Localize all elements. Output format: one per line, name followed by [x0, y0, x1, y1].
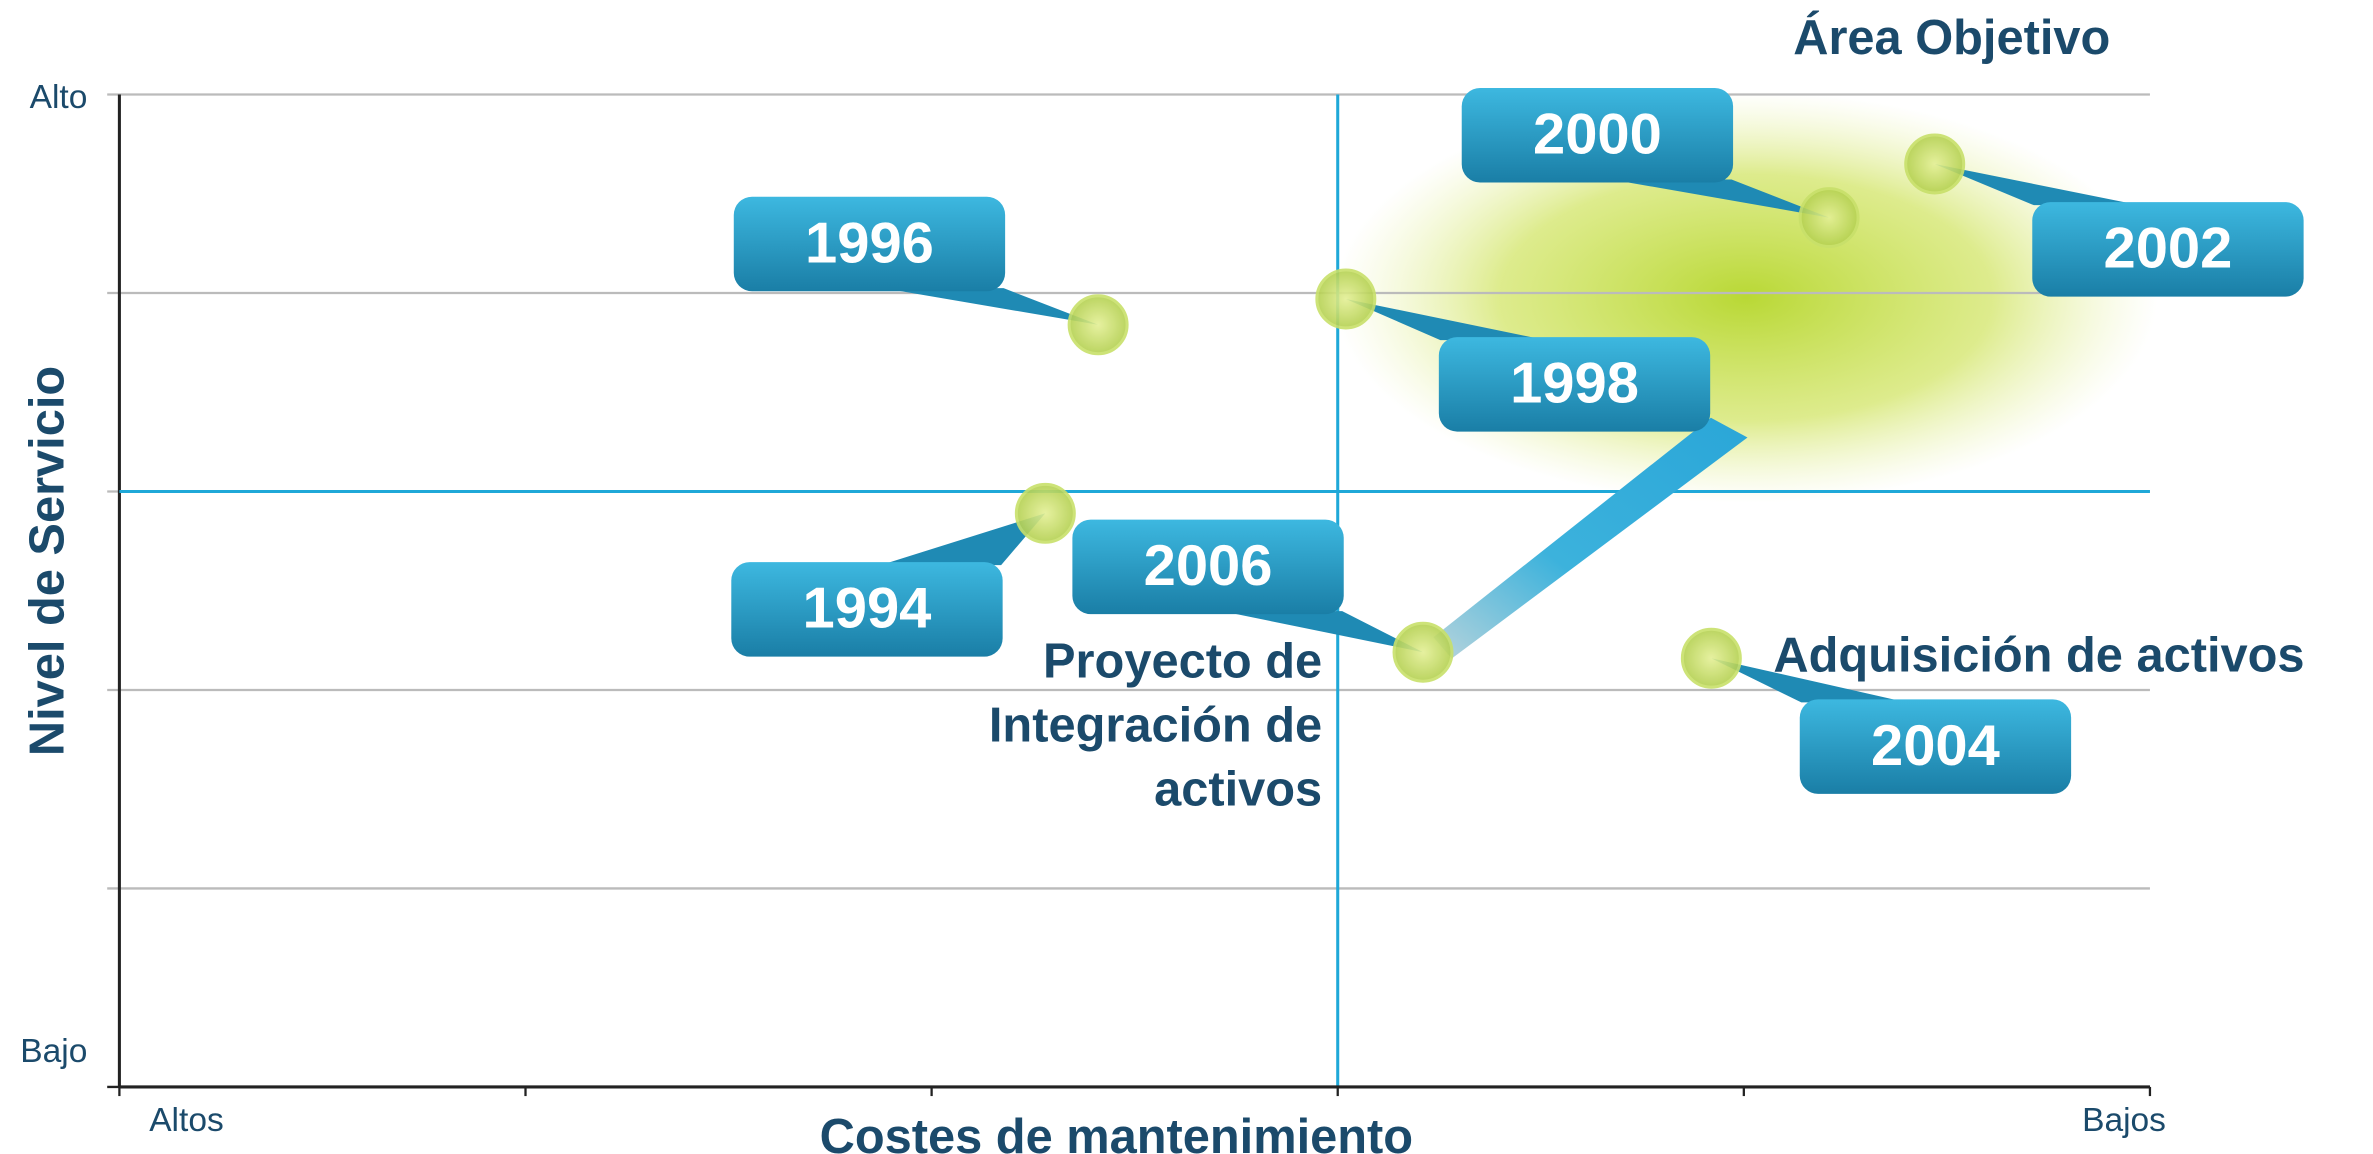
- callout: 2006: [1072, 519, 1424, 653]
- callout-pointer: [1711, 658, 1907, 703]
- callout-box: [733, 196, 1006, 292]
- callout-box: [731, 562, 1003, 657]
- point: [1392, 621, 1454, 683]
- x-tick-label: Bajos: [2082, 1102, 2166, 1139]
- acquisition-label: Adquisición de activos: [1773, 628, 2304, 682]
- callout-box: [1461, 87, 1734, 183]
- callout-pointer: [883, 288, 1099, 325]
- point: [1904, 133, 1966, 195]
- callout-box: [1799, 699, 2072, 794]
- callout: 2000: [1461, 87, 1830, 218]
- point: [1680, 627, 1742, 689]
- project-label: activos: [1154, 763, 1322, 817]
- callout-box: [1438, 337, 1711, 432]
- callout-pointer: [1221, 611, 1424, 653]
- callout: 1994: [731, 513, 1046, 657]
- y-axis-title: Nivel de Servicio: [21, 366, 75, 756]
- callout-label: 2000: [1533, 103, 1662, 167]
- callout-pointer: [1611, 179, 1830, 218]
- callout-pointer: [880, 513, 1046, 566]
- target-area: [1334, 91, 2158, 504]
- project-label: Proyecto de: [1043, 635, 1322, 689]
- point: [1014, 482, 1076, 544]
- y-tick-label: Alto: [30, 79, 88, 116]
- point: [1067, 294, 1129, 356]
- x-axis-title: Costes de mantenimiento: [820, 1110, 1413, 1154]
- callout-box: [1072, 519, 1344, 615]
- callout: 1996: [733, 196, 1099, 325]
- target-label: Área Objetivo: [1793, 11, 2110, 65]
- callout-label: 1996: [805, 211, 934, 275]
- point: [1315, 268, 1377, 330]
- callout-label: 2006: [1144, 534, 1273, 598]
- callout-box: [2032, 202, 2304, 297]
- callout-label: 2004: [1871, 714, 2000, 778]
- x-tick-label: Altos: [149, 1102, 224, 1139]
- y-tick-label: Bajo: [20, 1033, 87, 1070]
- callout-label: 1994: [803, 577, 932, 641]
- callout-label: 1998: [1510, 352, 1639, 416]
- trend-arrow: [1433, 417, 1748, 659]
- project-label: Integración de: [989, 699, 1322, 753]
- callout: 2004: [1711, 658, 2072, 794]
- point: [1798, 187, 1860, 249]
- callout-label: 2002: [2104, 217, 2233, 281]
